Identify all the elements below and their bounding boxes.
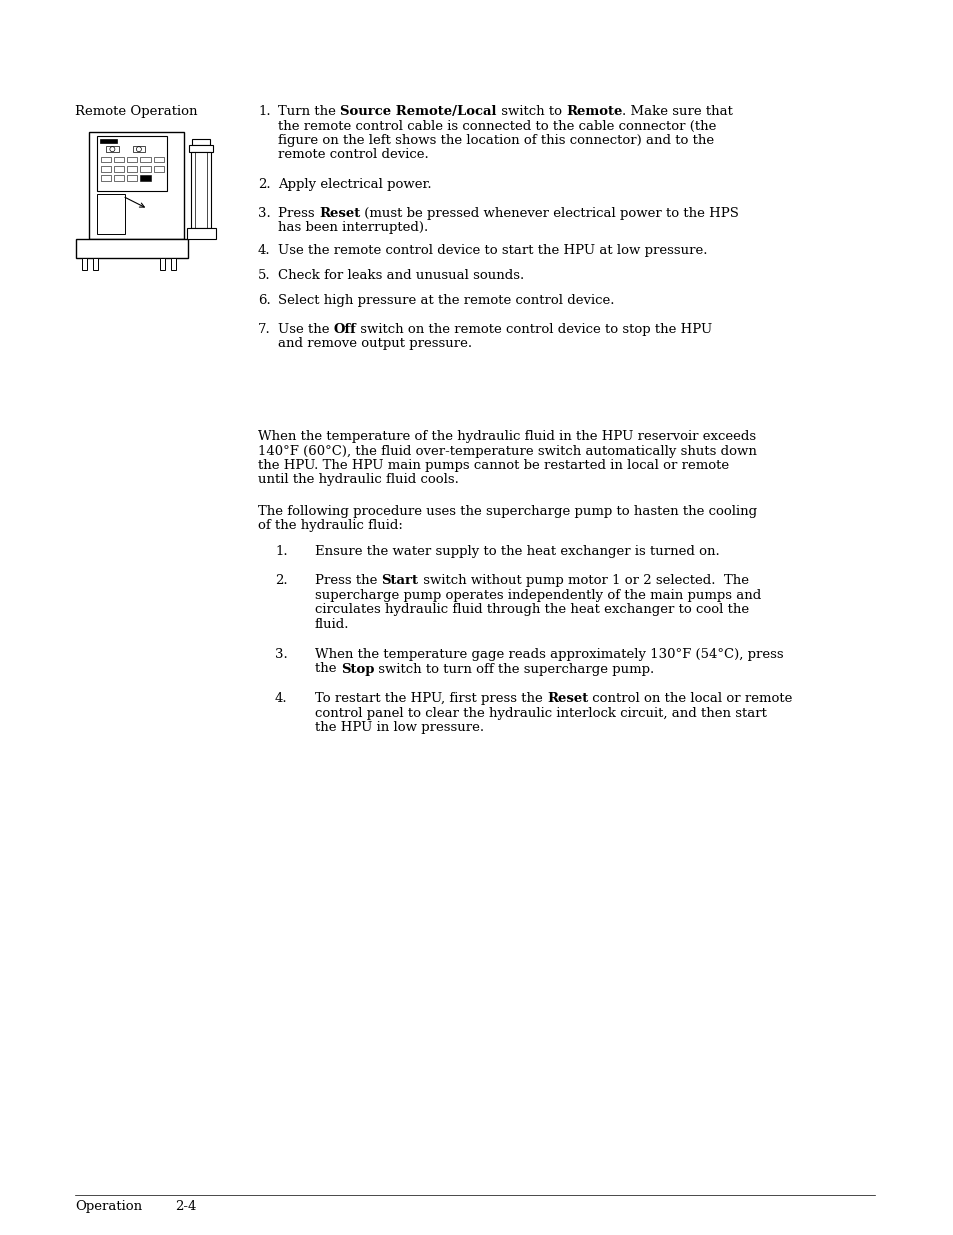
Text: To restart the HPU, first press the: To restart the HPU, first press the bbox=[314, 692, 546, 705]
Bar bbox=[192, 152, 211, 228]
Text: has been interrupted).: has been interrupted). bbox=[277, 221, 428, 235]
Text: 1.: 1. bbox=[274, 545, 287, 558]
Bar bbox=[113, 167, 124, 172]
Text: When the temperature gage reads approximately 130°F (54°C), press: When the temperature gage reads approxim… bbox=[314, 648, 782, 661]
Text: 4.: 4. bbox=[257, 245, 271, 257]
Bar bbox=[97, 194, 125, 233]
Text: switch on the remote control device to stop the HPU: switch on the remote control device to s… bbox=[356, 324, 712, 336]
Bar bbox=[140, 175, 151, 180]
Text: the: the bbox=[314, 662, 340, 676]
Text: fluid.: fluid. bbox=[314, 618, 349, 631]
Bar bbox=[160, 258, 165, 269]
Text: 5.: 5. bbox=[257, 269, 271, 282]
Text: When the temperature of the hydraulic fluid in the HPU reservoir exceeds: When the temperature of the hydraulic fl… bbox=[257, 430, 756, 443]
Text: 1.: 1. bbox=[257, 105, 271, 119]
Text: until the hydraulic fluid cools.: until the hydraulic fluid cools. bbox=[257, 473, 458, 487]
Text: switch to: switch to bbox=[497, 105, 565, 119]
Bar bbox=[187, 228, 215, 238]
Text: 140°F (60°C), the fluid over-temperature switch automatically shuts down: 140°F (60°C), the fluid over-temperature… bbox=[257, 445, 756, 457]
Text: the HPU. The HPU main pumps cannot be restarted in local or remote: the HPU. The HPU main pumps cannot be re… bbox=[257, 459, 728, 472]
Text: Press the: Press the bbox=[314, 574, 381, 587]
Text: 2.: 2. bbox=[274, 574, 287, 587]
Text: the HPU in low pressure.: the HPU in low pressure. bbox=[314, 721, 483, 734]
Bar bbox=[100, 138, 117, 143]
Text: remote control device.: remote control device. bbox=[277, 148, 428, 162]
Text: 4.: 4. bbox=[274, 692, 287, 705]
Text: Use the remote control device to start the HPU at low pressure.: Use the remote control device to start t… bbox=[277, 245, 707, 257]
Text: Ensure the water supply to the heat exchanger is turned on.: Ensure the water supply to the heat exch… bbox=[314, 545, 719, 558]
Text: The following procedure uses the supercharge pump to hasten the cooling: The following procedure uses the superch… bbox=[257, 505, 757, 517]
Text: Operation: Operation bbox=[75, 1200, 142, 1213]
Text: figure on the left shows the location of this connector) and to the: figure on the left shows the location of… bbox=[277, 135, 714, 147]
Text: Remote Operation: Remote Operation bbox=[75, 105, 197, 119]
Text: switch without pump motor 1 or 2 selected.  The: switch without pump motor 1 or 2 selecte… bbox=[418, 574, 748, 587]
Bar bbox=[132, 147, 145, 152]
Bar bbox=[106, 147, 118, 152]
Text: Source Remote/Local: Source Remote/Local bbox=[340, 105, 497, 119]
Text: . Make sure that: . Make sure that bbox=[621, 105, 732, 119]
Bar bbox=[82, 258, 87, 269]
Bar bbox=[190, 144, 213, 152]
Text: Off: Off bbox=[334, 324, 356, 336]
Text: Start: Start bbox=[381, 574, 418, 587]
Text: 7.: 7. bbox=[257, 324, 271, 336]
Text: Remote: Remote bbox=[565, 105, 621, 119]
Bar bbox=[100, 167, 111, 172]
Text: control panel to clear the hydraulic interlock circuit, and then start: control panel to clear the hydraulic int… bbox=[314, 706, 766, 720]
Text: 3.: 3. bbox=[274, 648, 288, 661]
Text: (must be pressed whenever electrical power to the HPS: (must be pressed whenever electrical pow… bbox=[359, 207, 739, 220]
Text: and remove output pressure.: and remove output pressure. bbox=[277, 337, 472, 351]
Text: Use the: Use the bbox=[277, 324, 334, 336]
Bar bbox=[140, 157, 151, 162]
Bar bbox=[113, 157, 124, 162]
Text: Reset: Reset bbox=[546, 692, 588, 705]
Text: Check for leaks and unusual sounds.: Check for leaks and unusual sounds. bbox=[277, 269, 524, 282]
Bar bbox=[100, 175, 111, 180]
Bar bbox=[93, 258, 98, 269]
Bar bbox=[127, 175, 137, 180]
Text: control on the local or remote: control on the local or remote bbox=[588, 692, 792, 705]
Bar bbox=[127, 157, 137, 162]
Text: of the hydraulic fluid:: of the hydraulic fluid: bbox=[257, 520, 402, 532]
Bar bbox=[100, 157, 111, 162]
Text: Select high pressure at the remote control device.: Select high pressure at the remote contr… bbox=[277, 294, 614, 308]
Bar bbox=[127, 167, 137, 172]
Bar bbox=[97, 136, 167, 190]
Text: Reset: Reset bbox=[318, 207, 359, 220]
Text: 6.: 6. bbox=[257, 294, 271, 308]
Text: Turn the: Turn the bbox=[277, 105, 340, 119]
Text: Apply electrical power.: Apply electrical power. bbox=[277, 178, 431, 191]
Bar bbox=[192, 138, 210, 144]
Bar bbox=[90, 132, 184, 238]
Text: circulates hydraulic fluid through the heat exchanger to cool the: circulates hydraulic fluid through the h… bbox=[314, 603, 748, 616]
Text: Press: Press bbox=[277, 207, 318, 220]
Text: supercharge pump operates independently of the main pumps and: supercharge pump operates independently … bbox=[314, 589, 760, 601]
Bar bbox=[153, 167, 164, 172]
Text: 2.: 2. bbox=[257, 178, 271, 191]
Text: Stop: Stop bbox=[340, 662, 374, 676]
Text: switch to turn off the supercharge pump.: switch to turn off the supercharge pump. bbox=[374, 662, 654, 676]
Bar bbox=[76, 238, 188, 258]
Bar bbox=[153, 157, 164, 162]
Bar bbox=[172, 258, 176, 269]
Bar bbox=[140, 167, 151, 172]
Bar bbox=[113, 175, 124, 180]
Text: 3.: 3. bbox=[257, 207, 271, 220]
Text: 2-4: 2-4 bbox=[174, 1200, 196, 1213]
Text: the remote control cable is connected to the cable connector (the: the remote control cable is connected to… bbox=[277, 120, 716, 132]
